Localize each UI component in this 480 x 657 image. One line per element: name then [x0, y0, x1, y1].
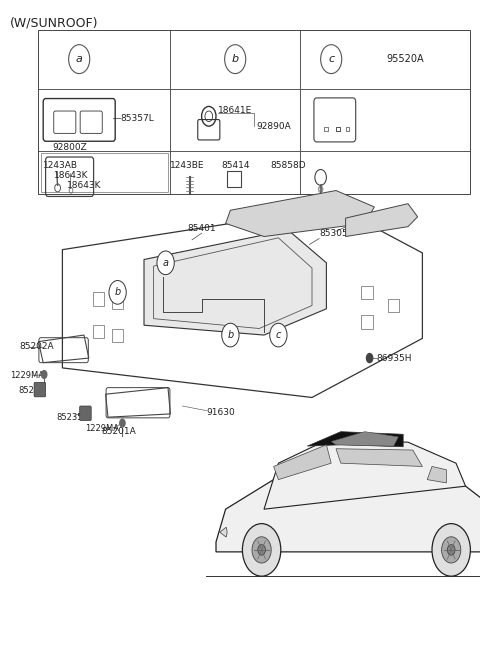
- Text: 85235: 85235: [18, 386, 45, 395]
- Text: a: a: [163, 258, 168, 268]
- Polygon shape: [144, 230, 326, 335]
- Polygon shape: [307, 432, 403, 447]
- Text: 85305: 85305: [350, 215, 379, 225]
- Bar: [336, 127, 340, 131]
- Text: 85235: 85235: [57, 413, 83, 422]
- Text: b: b: [114, 287, 121, 298]
- Circle shape: [447, 545, 455, 555]
- Text: 1243BE: 1243BE: [170, 161, 204, 170]
- Bar: [93, 325, 104, 338]
- Circle shape: [270, 323, 287, 347]
- Bar: [227, 171, 241, 187]
- Wedge shape: [220, 527, 227, 537]
- Text: 18643K: 18643K: [54, 171, 88, 180]
- Circle shape: [119, 419, 126, 428]
- Bar: [93, 292, 104, 306]
- Text: 85414: 85414: [221, 161, 250, 170]
- Bar: [346, 127, 349, 131]
- Bar: [112, 296, 123, 309]
- Circle shape: [157, 251, 174, 275]
- Circle shape: [366, 353, 373, 363]
- Text: 85357L: 85357L: [120, 114, 154, 123]
- Text: 18641E: 18641E: [218, 106, 252, 115]
- Text: 92890A: 92890A: [257, 122, 291, 131]
- FancyBboxPatch shape: [34, 382, 46, 397]
- Text: 91630: 91630: [206, 408, 235, 417]
- Text: 85201A: 85201A: [102, 427, 136, 436]
- Polygon shape: [226, 191, 374, 237]
- Text: b: b: [227, 330, 234, 340]
- Text: c: c: [276, 330, 281, 340]
- Polygon shape: [216, 466, 480, 552]
- Text: 92800Z: 92800Z: [52, 143, 87, 152]
- Text: b: b: [232, 54, 239, 64]
- Text: 86935H: 86935H: [377, 353, 412, 363]
- Text: 85858D: 85858D: [270, 161, 306, 170]
- Polygon shape: [336, 449, 422, 466]
- Bar: [336, 127, 340, 131]
- Polygon shape: [427, 466, 446, 483]
- Circle shape: [252, 537, 271, 563]
- Text: 85401: 85401: [187, 224, 216, 233]
- Bar: [388, 299, 399, 312]
- Text: 18643K: 18643K: [67, 181, 102, 191]
- Text: (W/SUNROOF): (W/SUNROOF): [10, 16, 98, 30]
- Text: 85202A: 85202A: [19, 342, 54, 351]
- Polygon shape: [331, 432, 398, 446]
- Bar: [361, 315, 373, 328]
- Bar: [361, 286, 373, 299]
- Polygon shape: [346, 204, 418, 237]
- Circle shape: [109, 281, 126, 304]
- Text: 1243AB: 1243AB: [43, 161, 78, 170]
- Circle shape: [41, 370, 48, 379]
- Text: 85305: 85305: [319, 229, 348, 238]
- Text: 1229MA: 1229MA: [85, 424, 120, 433]
- Circle shape: [258, 545, 265, 555]
- Circle shape: [242, 524, 281, 576]
- Circle shape: [222, 323, 239, 347]
- Bar: [324, 127, 328, 131]
- Text: 95520A: 95520A: [387, 54, 424, 64]
- Bar: [112, 328, 123, 342]
- Polygon shape: [274, 445, 331, 480]
- Text: 1229MA: 1229MA: [10, 371, 44, 380]
- Polygon shape: [264, 440, 466, 509]
- Circle shape: [442, 537, 461, 563]
- Text: c: c: [328, 54, 334, 64]
- Text: a: a: [76, 54, 83, 64]
- FancyBboxPatch shape: [80, 406, 91, 420]
- Circle shape: [432, 524, 470, 576]
